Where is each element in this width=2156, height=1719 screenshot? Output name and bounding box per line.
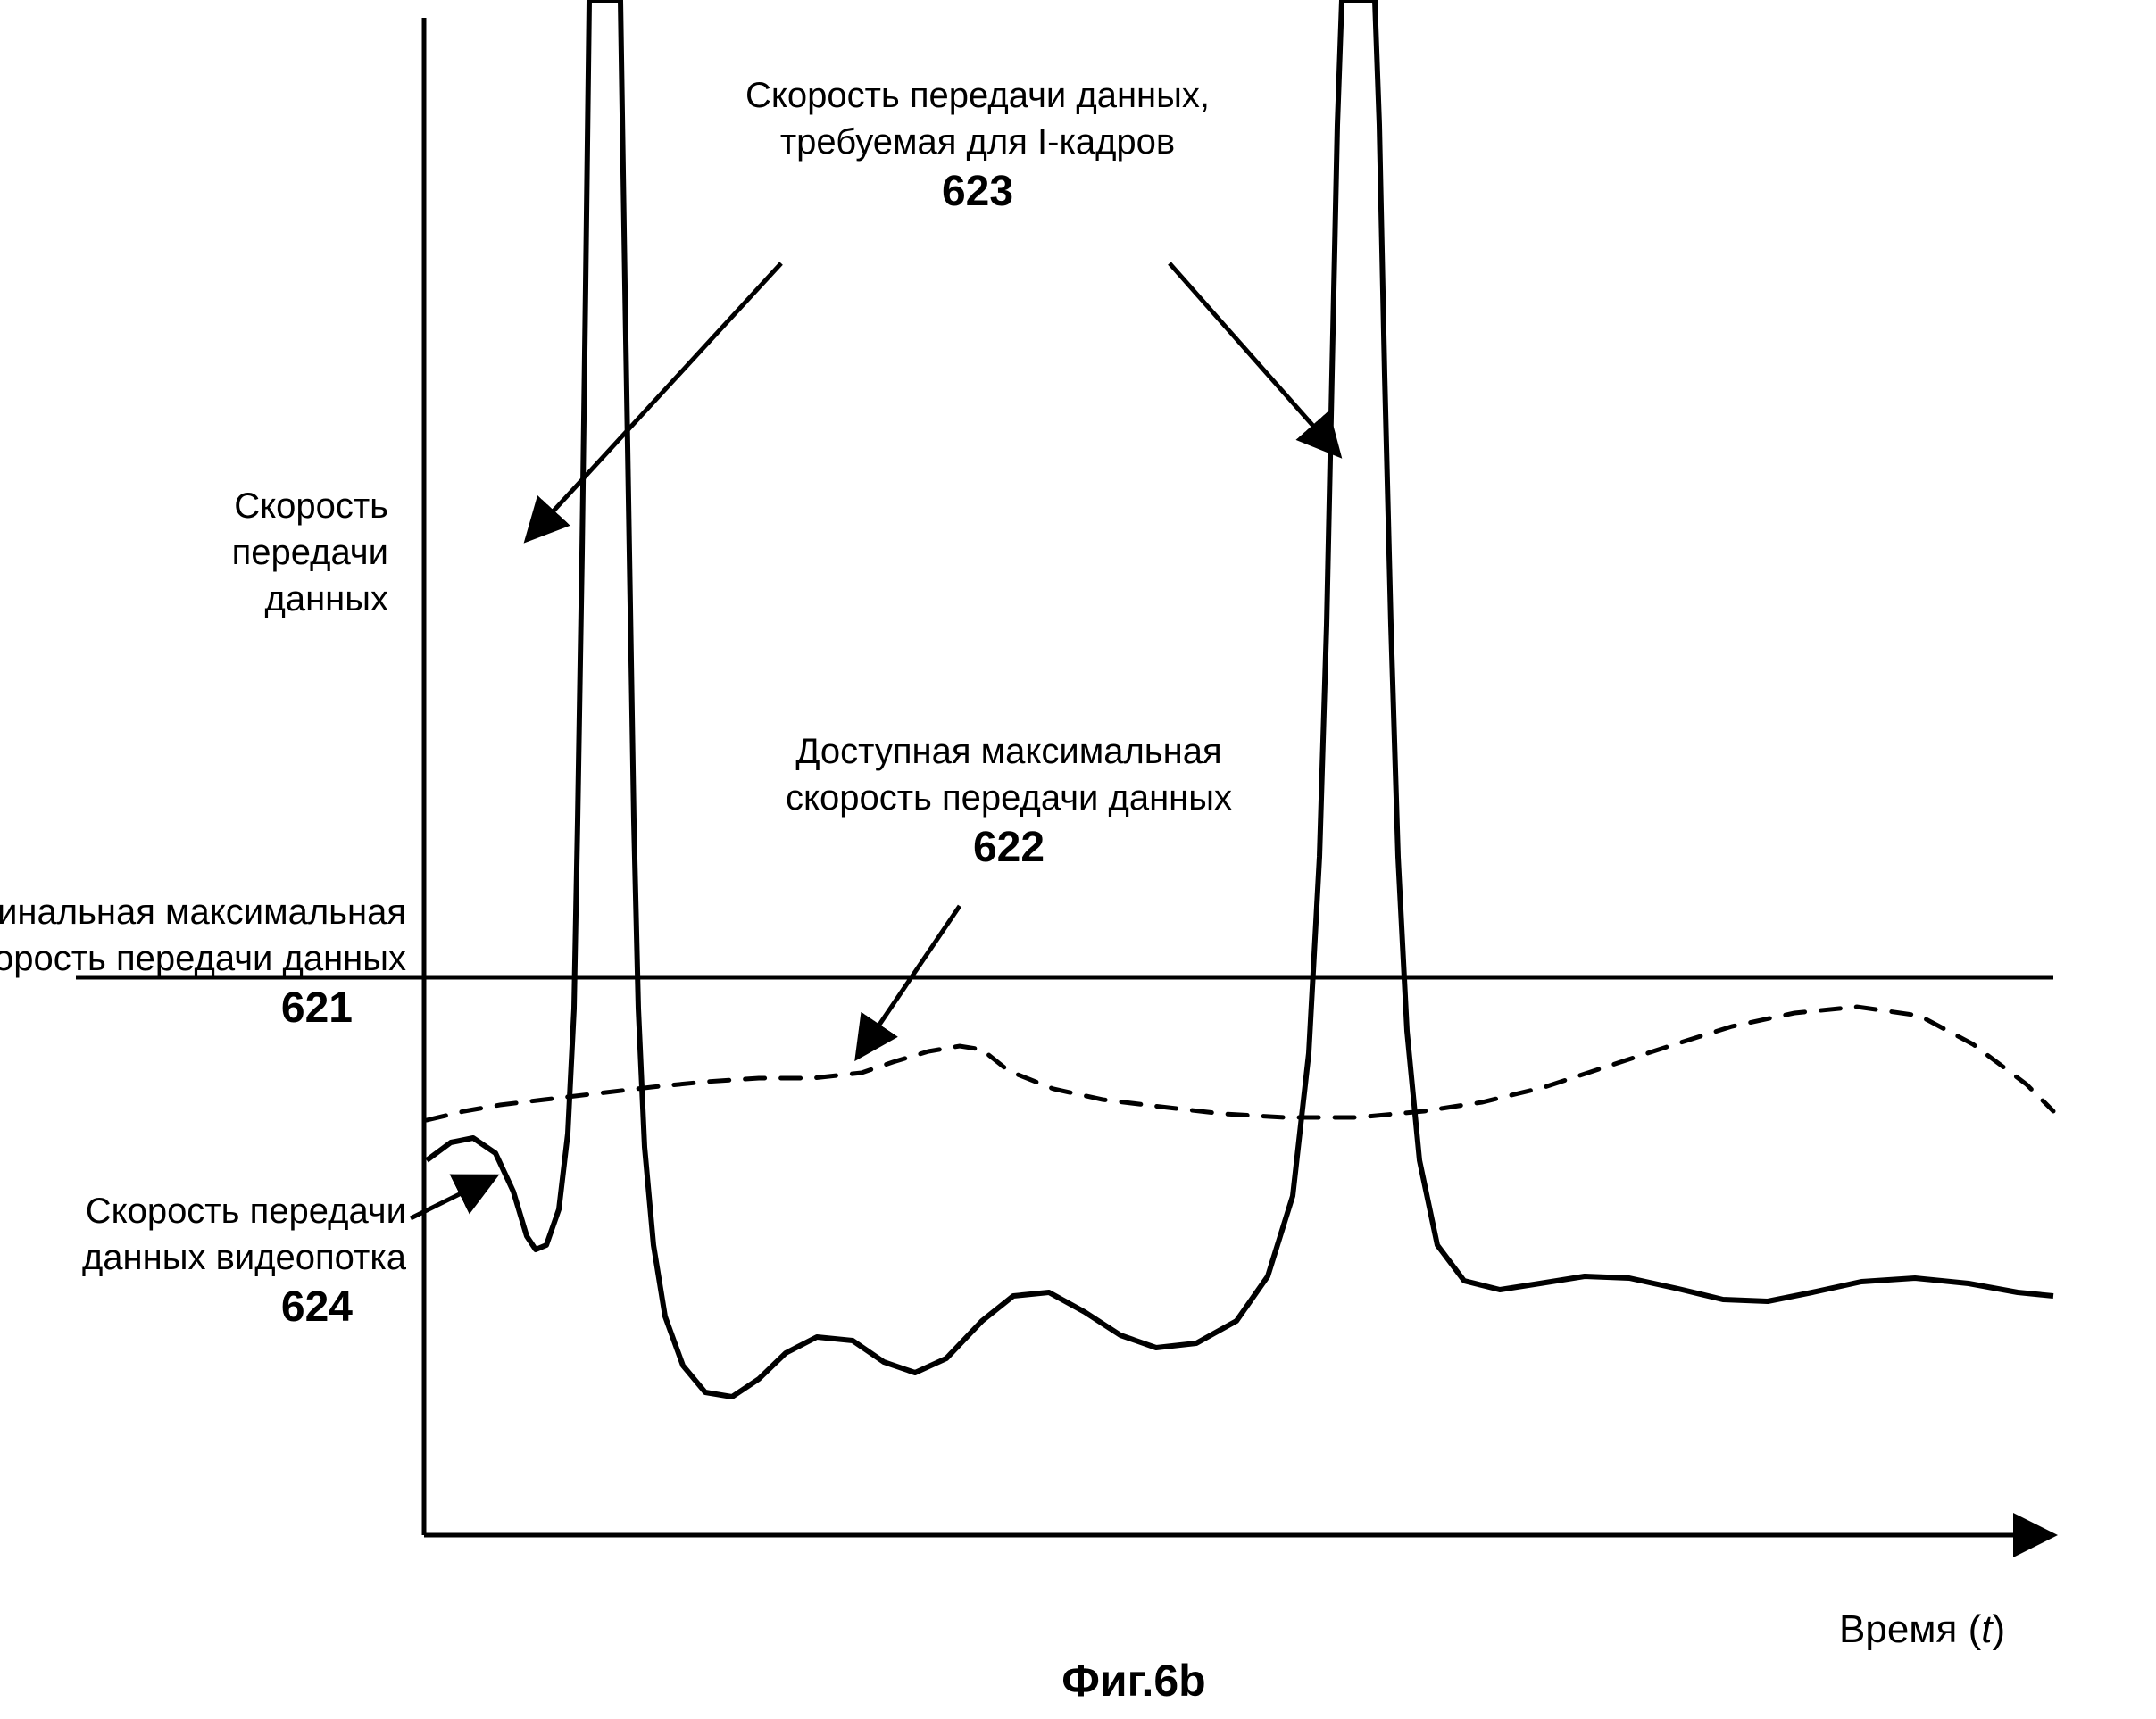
iframe-label-line-1: требуемая для I-кадров	[780, 122, 1175, 162]
y-axis-label-line-2: данных	[264, 579, 388, 619]
nominal-label-line-0: Номинальная максимальная	[0, 893, 406, 932]
x-axis-label: Время (t)	[1839, 1607, 2005, 1651]
iframe-label-line-0: Скорость передачи данных,	[745, 76, 1210, 115]
nominal-label-num: 621	[281, 984, 353, 1032]
avail-label-num: 622	[973, 824, 1045, 871]
nominal-label-line-1: скорость передачи данных	[0, 939, 406, 978]
bg	[0, 0, 2156, 1719]
video-label-line-1: данных видеопотка	[82, 1238, 407, 1277]
iframe-label-num: 623	[942, 168, 1013, 215]
video-label-num: 624	[281, 1283, 353, 1331]
video-label-line-0: Скорость передачи	[86, 1192, 406, 1231]
figure-svg: Скорость передачи данных Номинальная максим…	[0, 0, 2156, 1719]
avail-label-line-1: скорость передачи данных	[786, 778, 1232, 818]
avail-label-line-0: Доступная максимальная	[795, 732, 1221, 771]
y-axis-label-line-0: Скорость	[234, 486, 388, 526]
y-axis-label-line-1: передачи	[232, 533, 388, 572]
figure-caption: Фиг.6b	[1061, 1656, 1205, 1706]
figure-stage: Скорость передачи данных Номинальная максим…	[0, 0, 2156, 1719]
